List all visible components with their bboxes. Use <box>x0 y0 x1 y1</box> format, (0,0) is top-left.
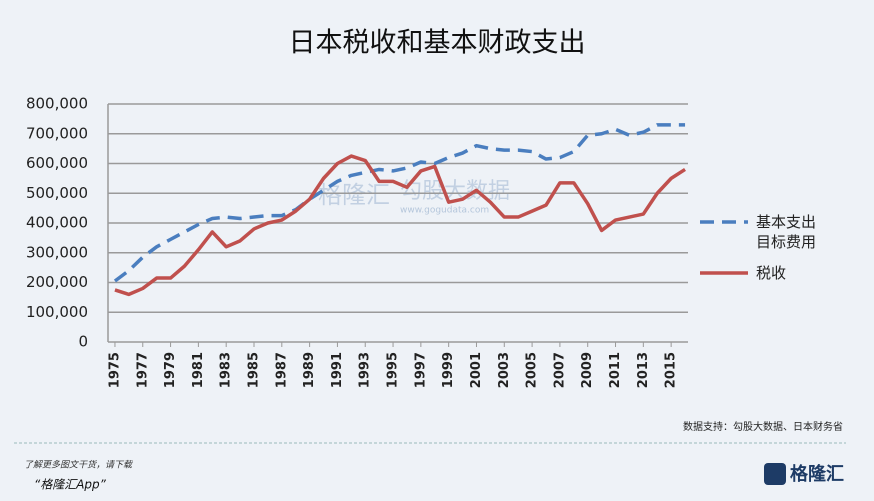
x-tick-label: 1991 <box>330 352 345 388</box>
y-tick-label: 500,000 <box>26 184 88 202</box>
x-tick-label: 2015 <box>664 352 679 388</box>
x-tick-label: 2001 <box>469 352 484 388</box>
y-tick-label: 200,000 <box>26 273 88 291</box>
y-tick-label: 0 <box>78 333 88 351</box>
x-tick-label: 2009 <box>580 352 595 388</box>
x-tick-label: 2005 <box>525 352 540 388</box>
legend-label: 基本支出目标费用 <box>756 213 817 251</box>
x-tick-label: 1981 <box>191 352 206 388</box>
watermark: www.gogudata.com <box>400 206 489 216</box>
logo: 格隆汇 <box>790 463 844 485</box>
x-tick-label: 1987 <box>274 352 289 388</box>
y-tick-label: 700,000 <box>26 124 88 142</box>
x-tick-label: 1997 <box>413 352 428 388</box>
footer-app: “格隆汇App” <box>34 478 107 492</box>
chart-title: 日本税收和基本财政支出 <box>289 28 586 59</box>
y-tick-label: 300,000 <box>26 243 88 261</box>
series-line <box>114 154 686 297</box>
y-tick-label: 800,000 <box>26 95 88 113</box>
x-tick-label: 2007 <box>552 352 567 388</box>
x-tick-label: 1979 <box>163 352 178 388</box>
y-tick-label: 600,000 <box>26 154 88 172</box>
x-tick-label: 1985 <box>247 352 262 388</box>
footer-prompt: 了解更多图文干货，请下载 <box>24 460 133 471</box>
legend-label: 税收 <box>756 264 787 282</box>
y-tick-label: 100,000 <box>26 303 88 321</box>
series-line <box>113 123 686 283</box>
x-tick-label: 1983 <box>219 352 234 388</box>
x-tick-label: 1999 <box>441 352 456 388</box>
x-tick-label: 2003 <box>497 352 512 388</box>
y-tick-label: 400,000 <box>26 214 88 232</box>
x-tick-label: 2013 <box>636 352 651 388</box>
x-tick-label: 1995 <box>386 352 401 388</box>
logo-icon <box>764 463 786 485</box>
x-tick-label: 1989 <box>302 352 317 388</box>
source: 数据支持：勾股大数据、日本财务省 <box>683 420 843 433</box>
x-tick-label: 1975 <box>107 352 122 388</box>
x-tick-label: 2011 <box>608 352 623 388</box>
x-tick-label: 1977 <box>135 352 150 388</box>
x-tick-label: 1993 <box>358 352 373 388</box>
